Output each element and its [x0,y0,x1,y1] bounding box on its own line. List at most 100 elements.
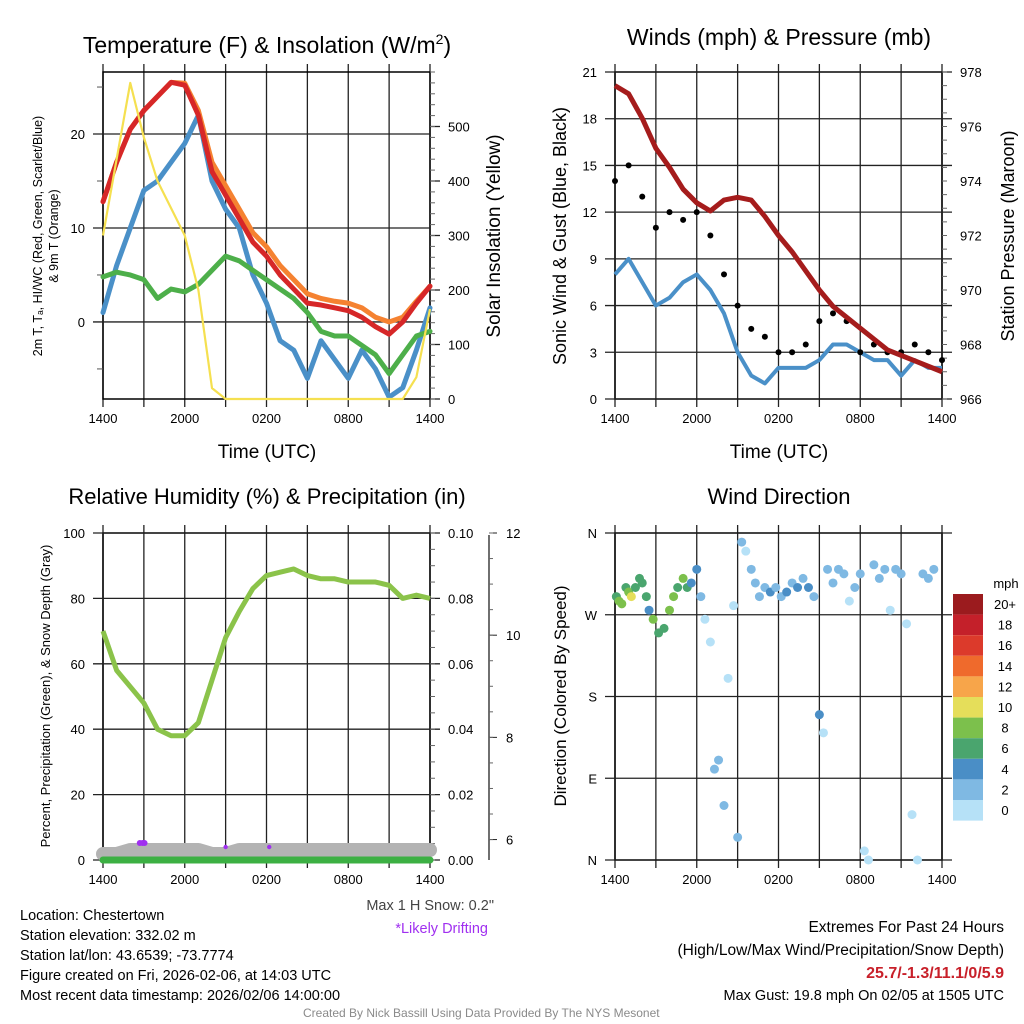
gust-point [925,349,932,356]
recent-data-label: Most recent data timestamp: 2026/02/06 1… [20,988,341,1004]
colorbar-swatch [953,758,983,780]
colorbar-swatch [953,594,983,615]
extremes-description: (High/Low/Max Wind/Precipitation/Snow De… [677,942,1005,959]
gust-point [748,325,755,332]
credit-label: Created By Nick Bassill Using Data Provi… [303,1006,660,1020]
wind-direction-point [669,592,679,602]
y2-tick-label: 0.00 [448,853,473,868]
drift-point [223,844,228,850]
max-gust-label: Max Gust: 19.8 mph On 02/05 at 1505 UTC [723,988,1004,1004]
y2-tick-label: 976 [960,120,982,135]
wind-direction-point [754,592,764,602]
chart-title: Wind Direction [707,484,850,509]
wind-direction-point [823,564,833,574]
extremes-values: 25.7/-1.3/11.1/0/5.9 [866,965,1004,982]
colorbar-label: 12 [998,679,1012,694]
wind-direction-point [859,846,869,856]
y2-tick-label: 300 [448,229,470,244]
y-tick-label: 20 [71,788,85,803]
wind-direction-point [626,592,636,602]
x-tick-label: 1400 [416,411,445,426]
x-axis-title: Time (UTC) [730,442,829,463]
y-tick-label: W [585,608,598,623]
wind-direction-point [630,583,640,592]
gust-point [911,341,918,348]
gust-point [789,349,796,356]
location-label: Location: Chestertown [20,908,165,924]
wind-direction-point [714,755,724,765]
colorbar-label: 18 [998,618,1012,633]
extremes-title: Extremes For Past 24 Hours [808,919,1004,936]
y2-tick-label: 0.02 [448,788,473,803]
gust-point [639,193,646,200]
gust-point [857,349,864,356]
colorbar-swatch [953,800,983,821]
x-tick-label: 1400 [928,411,957,426]
y2-axis-title: Station Pressure (Maroon) [998,130,1018,341]
gust-point [625,162,632,169]
drift-point [141,840,148,846]
colorbar-swatch [953,614,983,636]
y-tick-label: N [588,526,597,541]
wind-direction-point [705,637,715,647]
x-tick-label: 0800 [846,411,875,426]
x-tick-label: 0800 [846,872,875,887]
wind-direction-point [885,605,895,615]
wind-direction-point [771,583,781,592]
wind-direction-point [733,832,743,842]
x-tick-label: 1400 [89,411,118,426]
wind-direction-point [617,599,627,609]
wind-direction-point [709,764,719,774]
y-tick-label: 12 [583,205,597,220]
x-tick-label: 2000 [682,872,711,887]
y-tick-label: 3 [590,345,597,360]
chart-title: Relative Humidity (%) & Precipitation (i… [68,484,465,509]
wind-direction-point [644,605,654,615]
colorbar-label: 6 [1001,741,1008,756]
y2-tick-label: 968 [960,338,982,353]
wind-direction-point [700,614,710,624]
series-line-td [100,253,433,377]
y-tick-label: S [588,690,597,705]
chart-title: Temperature (F) & Insolation (W/m2) [83,31,451,58]
gust-point [666,209,673,216]
wind-direction-point [648,614,658,624]
elevation-label: Station elevation: 332.02 m [20,928,196,944]
drift-point [267,844,272,850]
y-tick-label: 15 [583,158,597,173]
wind-direction-point [814,710,824,720]
wind-direction-point [803,583,813,592]
y-tick-label: 60 [71,657,85,672]
y3-tick-label: 10 [506,628,520,643]
wind-direction-point [828,578,838,588]
x-tick-label: 0800 [334,411,363,426]
wind-direction-point [902,619,912,629]
wind-direction-point [637,578,647,588]
y-tick-label: 0 [590,392,597,407]
colorbar-label: 0 [1001,803,1008,818]
wind-direction-point [750,578,760,588]
x-tick-label: 1400 [89,872,118,887]
y3-tick-label: 6 [506,833,513,848]
colorbar-swatch [953,738,983,759]
wind-direction-point [863,855,873,865]
y-tick-label: 6 [590,299,597,314]
gust-point [612,178,618,184]
colorbar-swatch [953,697,983,718]
series-line-relative-humidity [100,566,431,739]
wind-direction-point [692,564,702,574]
wind-direction-point [869,560,879,570]
x-tick-label: 1400 [416,872,445,887]
y3-tick-label: 8 [506,730,513,745]
colorbar-swatch [953,717,983,739]
wind-direction-point [809,592,819,602]
y2-tick-label: 100 [448,338,470,353]
y2-tick-label: 500 [448,120,470,135]
colorbar-title: mph [993,576,1018,591]
colorbar-swatch [953,779,983,800]
series-line-snow-depth [96,843,437,861]
x-tick-label: 2000 [170,411,199,426]
y2-tick-label: 400 [448,174,470,189]
colorbar-swatch [953,676,983,697]
wind-direction-point [673,583,683,592]
